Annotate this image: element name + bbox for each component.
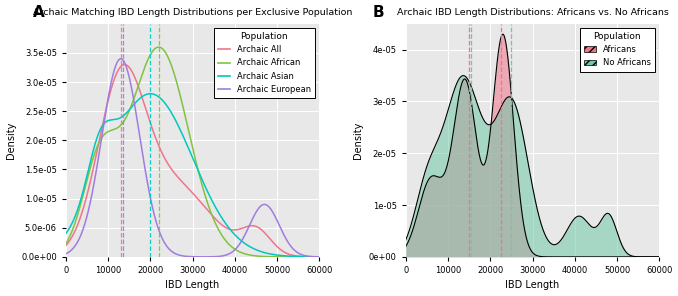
Y-axis label: Density: Density (353, 122, 363, 159)
Title: Archaic IBD Length Distributions: Africans vs. No Africans: Archaic IBD Length Distributions: Africa… (397, 9, 669, 17)
X-axis label: IBD Length: IBD Length (165, 280, 220, 290)
Text: B: B (373, 5, 384, 20)
X-axis label: IBD Length: IBD Length (505, 280, 559, 290)
Title: Archaic Matching IBD Length Distributions per Exclusive Population: Archaic Matching IBD Length Distribution… (33, 9, 353, 17)
Legend: Africans, No Africans: Africans, No Africans (580, 28, 655, 72)
Y-axis label: Density: Density (5, 122, 16, 159)
Legend: Archaic All, Archaic African, Archaic Asian, Archaic European: Archaic All, Archaic African, Archaic As… (214, 28, 315, 98)
Text: A: A (33, 5, 45, 20)
